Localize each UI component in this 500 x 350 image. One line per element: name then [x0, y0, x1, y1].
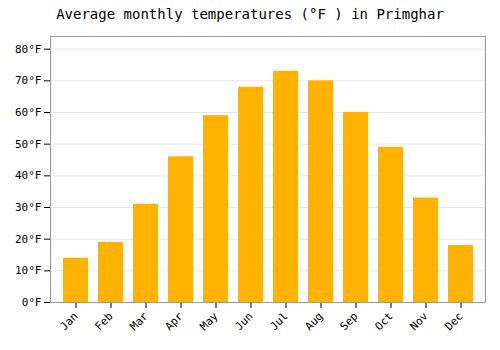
svg-text:Jul: Jul: [267, 310, 290, 333]
html-text:Average monthly temperatures (: Average monthly temperatures (°F ) in Pr…: [56, 6, 444, 22]
svg-text:30°F: 30°F: [15, 201, 42, 214]
svg-text:10°F: 10°F: [15, 264, 42, 277]
svg-text:Mar: Mar: [127, 309, 151, 333]
svg-text:Sep: Sep: [337, 310, 360, 333]
svg-text:50°F: 50°F: [15, 138, 42, 151]
svg-text:Nov: Nov: [407, 309, 431, 333]
svg-text:70°F: 70°F: [15, 74, 42, 87]
svg-text:Aug: Aug: [302, 310, 325, 333]
svg-text:Jan: Jan: [57, 310, 80, 333]
svg-text:Jun: Jun: [232, 310, 255, 333]
svg-text:60°F: 60°F: [15, 106, 42, 119]
svg-text:80°F: 80°F: [15, 43, 42, 56]
svg-text:Oct: Oct: [372, 310, 395, 333]
svg-text:20°F: 20°F: [15, 233, 42, 246]
svg-text:Apr: Apr: [162, 309, 186, 333]
svg-text:40°F: 40°F: [15, 169, 42, 182]
svg-text:0°F: 0°F: [22, 296, 42, 309]
svg-text:Feb: Feb: [92, 310, 115, 333]
svg-text:Dec: Dec: [442, 310, 465, 333]
svg-text:May: May: [197, 309, 221, 333]
